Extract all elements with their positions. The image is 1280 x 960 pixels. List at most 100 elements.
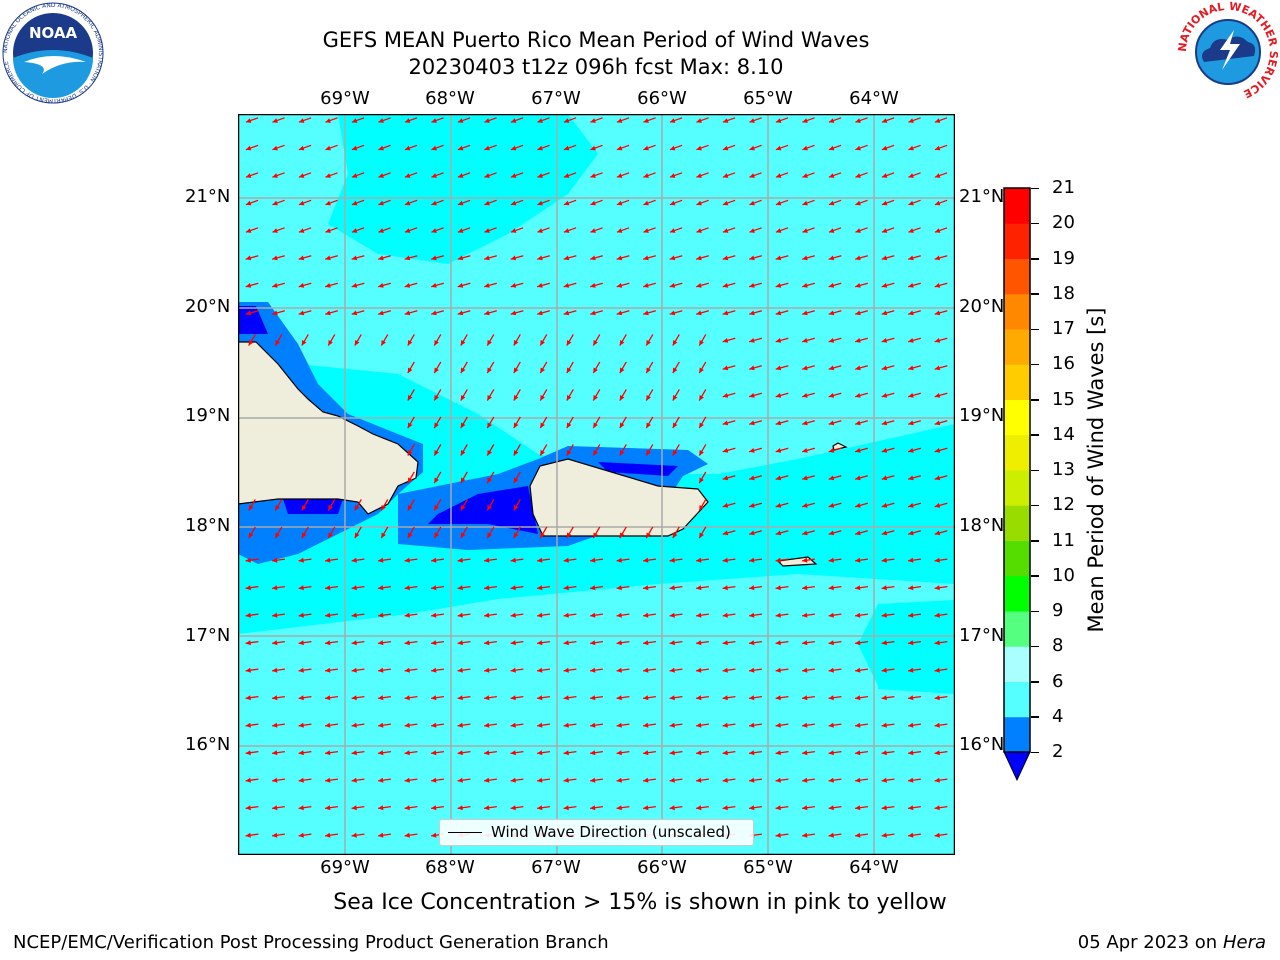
wave-direction-arrow <box>537 667 550 673</box>
wave-direction-arrow <box>431 805 444 811</box>
colorbar-under-triangle <box>1003 751 1031 782</box>
wave-direction-arrow <box>855 310 868 316</box>
wave-direction-arrow <box>325 585 338 591</box>
wave-direction-arrow <box>563 227 577 233</box>
wave-direction-arrow <box>592 416 601 429</box>
wave-direction-arrow <box>510 117 524 123</box>
wave-direction-arrow <box>802 282 815 288</box>
wave-direction-arrow <box>855 475 868 481</box>
colorbar-segment <box>1004 611 1030 647</box>
wave-direction-arrow <box>749 750 762 756</box>
wave-direction-arrow <box>881 750 895 756</box>
wave-direction-arrow <box>934 502 948 508</box>
wave-direction-arrow <box>431 199 444 206</box>
wave-direction-arrow <box>698 389 707 401</box>
wave-direction-arrow <box>431 777 444 783</box>
wave-direction-arrow <box>934 530 948 536</box>
wave-direction-arrow <box>457 227 471 233</box>
wave-direction-arrow <box>698 361 707 374</box>
wave-direction-arrow <box>245 282 259 288</box>
wave-direction-arrow <box>855 557 868 563</box>
wave-direction-arrow <box>698 471 707 484</box>
wave-direction-arrow <box>828 144 842 151</box>
wave-direction-arrow <box>722 557 736 563</box>
wave-direction-arrow <box>298 117 312 123</box>
wave-direction-arrow <box>881 832 895 838</box>
wave-direction-arrow <box>855 530 868 536</box>
wave-direction-arrow <box>616 585 630 591</box>
colorbar-tick-mark <box>1031 434 1039 436</box>
wave-direction-arrow <box>749 255 762 261</box>
wave-direction-arrow <box>881 117 895 123</box>
colorbar-tick: 12 <box>1052 494 1075 516</box>
wave-direction-arrow <box>325 199 338 206</box>
wave-direction-arrow <box>484 282 497 288</box>
wave-direction-arrow <box>404 750 418 756</box>
wave-direction-arrow <box>828 832 842 838</box>
wave-direction-arrow <box>539 389 548 401</box>
wave-direction-arrow <box>908 282 921 288</box>
wave-direction-arrow <box>537 172 550 178</box>
wave-direction-arrow <box>669 640 683 646</box>
wave-direction-arrow <box>325 310 338 316</box>
wave-direction-arrow <box>934 750 948 756</box>
wave-direction-arrow <box>245 199 259 206</box>
wave-direction-arrow <box>513 499 521 511</box>
wave-direction-arrow <box>563 667 577 673</box>
wave-direction-arrow <box>881 475 895 481</box>
wave-direction-arrow <box>407 444 415 456</box>
wave-direction-arrow <box>881 557 895 563</box>
wave-direction-arrow <box>590 255 603 261</box>
wave-direction-arrow <box>325 255 338 261</box>
wave-direction-arrow <box>749 695 762 701</box>
wave-direction-arrow <box>380 334 389 346</box>
wave-direction-arrow <box>669 585 683 591</box>
wave-direction-arrow <box>537 640 550 646</box>
wave-direction-arrow <box>696 805 709 811</box>
wave-direction-arrow <box>378 255 391 261</box>
cyan-core-north <box>328 114 598 264</box>
wave-direction-arrow <box>407 334 415 346</box>
colorbar-segment <box>1004 329 1030 365</box>
wave-direction-arrow <box>272 640 285 646</box>
wave-direction-arrow <box>855 199 868 206</box>
lat-label-right: 20°N <box>959 296 1005 317</box>
wave-direction-arrow <box>404 805 418 811</box>
wave-direction-arrow <box>431 695 444 701</box>
wave-direction-arrow <box>510 199 524 206</box>
wave-direction-arrow <box>775 365 789 371</box>
wave-direction-arrow <box>616 144 630 151</box>
wave-direction-arrow <box>828 722 842 728</box>
wave-direction-arrow <box>351 310 365 316</box>
wave-direction-arrow <box>457 640 471 646</box>
wave-direction-arrow <box>696 172 709 178</box>
wave-direction-arrow <box>513 444 521 456</box>
wave-direction-arrow <box>855 722 868 728</box>
wave-direction-arrow <box>298 750 312 756</box>
wave-direction-arrow <box>563 199 577 206</box>
wave-direction-arrow <box>749 557 762 563</box>
wave-direction-arrow <box>722 502 736 508</box>
wave-direction-arrow <box>698 334 707 346</box>
wave-direction-arrow <box>378 199 391 206</box>
wave-direction-arrow <box>378 722 391 728</box>
wave-direction-arrow <box>616 640 630 646</box>
wave-direction-arrow <box>484 640 497 646</box>
wave-direction-arrow <box>908 365 921 371</box>
title-line-1: GEFS MEAN Puerto Rico Mean Period of Win… <box>322 28 870 52</box>
wave-direction-arrow <box>327 526 336 539</box>
colorbar-tick: 14 <box>1052 423 1075 445</box>
wave-direction-arrow <box>537 750 550 756</box>
wave-direction-arrow <box>775 337 789 343</box>
wave-direction-arrow <box>881 310 895 316</box>
wave-direction-arrow <box>616 777 630 783</box>
wave-direction-arrow <box>484 117 497 123</box>
colorbar-segment <box>1004 434 1030 471</box>
wave-direction-arrow <box>404 777 418 783</box>
wave-direction-arrow <box>245 310 259 316</box>
wave-direction-arrow <box>460 416 468 429</box>
lat-label-left: 20°N <box>185 296 231 317</box>
wave-direction-arrow <box>802 365 815 371</box>
wave-direction-arrow <box>298 667 312 673</box>
lon-label-bottom: 68°W <box>425 857 475 878</box>
